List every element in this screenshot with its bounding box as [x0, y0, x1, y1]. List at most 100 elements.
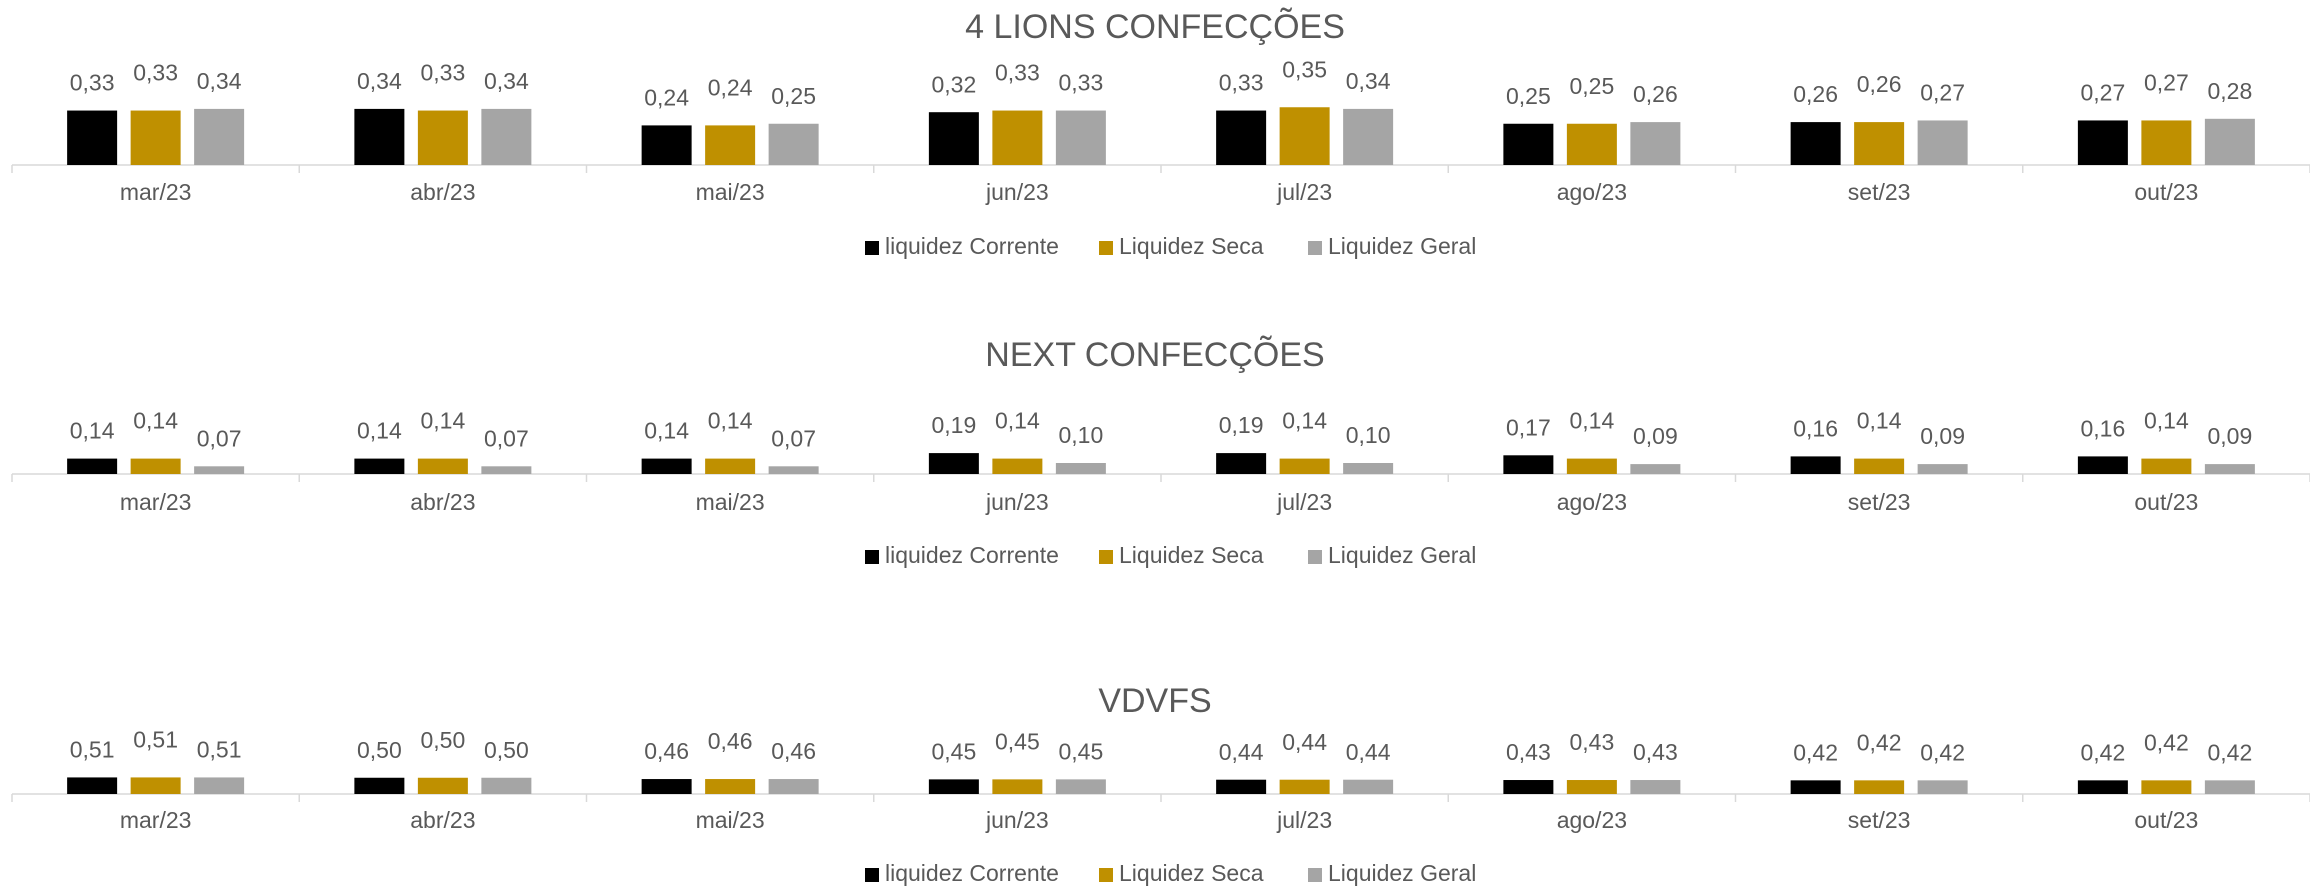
- data-label: 0,46: [771, 738, 816, 764]
- data-label: 0,24: [708, 74, 753, 100]
- data-label: 0,09: [2207, 423, 2252, 449]
- x-tick-label: ago/23: [1557, 179, 1627, 205]
- data-label: 0,14: [1569, 408, 1614, 434]
- legend-swatch: [865, 550, 879, 564]
- bar: [1630, 464, 1681, 474]
- x-tick-label: out/23: [2134, 489, 2198, 515]
- x-tick-label: jun/23: [985, 807, 1049, 833]
- x-tick-label: jun/23: [985, 179, 1049, 205]
- x-tick-label: ago/23: [1557, 807, 1627, 833]
- bar: [481, 466, 532, 474]
- data-label: 0,26: [1857, 71, 1902, 97]
- data-label: 0,33: [1058, 70, 1103, 96]
- bar: [928, 453, 979, 474]
- bar: [1216, 453, 1267, 474]
- data-label: 0,32: [931, 71, 976, 97]
- bar: [194, 777, 245, 794]
- legend-label: Liquidez Geral: [1328, 860, 1476, 886]
- bar: [67, 458, 118, 474]
- data-label: 0,33: [70, 70, 115, 96]
- x-tick-label: abr/23: [410, 807, 475, 833]
- data-label: 0,19: [1219, 412, 1264, 438]
- data-label: 0,27: [2144, 70, 2189, 96]
- data-label: 0,26: [1793, 81, 1838, 107]
- data-label: 0,42: [2207, 739, 2252, 765]
- data-label: 0,42: [2144, 729, 2189, 755]
- bar: [1917, 464, 1968, 474]
- legend-label: Liquidez Seca: [1119, 233, 1264, 259]
- legend-label: liquidez Corrente: [885, 542, 1059, 568]
- bar: [354, 458, 405, 474]
- data-label: 0,43: [1633, 739, 1678, 765]
- legend-label: liquidez Corrente: [885, 860, 1059, 886]
- data-label: 0,43: [1569, 729, 1614, 755]
- data-label: 0,07: [771, 425, 816, 451]
- data-label: 0,09: [1920, 423, 1965, 449]
- data-label: 0,19: [931, 412, 976, 438]
- legend-swatch: [1308, 241, 1322, 255]
- data-label: 0,45: [1058, 738, 1103, 764]
- bar: [354, 108, 405, 165]
- data-label: 0,34: [197, 68, 242, 94]
- x-tick-label: jun/23: [985, 489, 1049, 515]
- legend-swatch: [865, 241, 879, 255]
- bar: [1503, 123, 1554, 165]
- data-label: 0,45: [931, 738, 976, 764]
- bar: [2204, 118, 2255, 165]
- x-tick-label: abr/23: [410, 489, 475, 515]
- bar: [992, 458, 1043, 474]
- bar: [1790, 780, 1841, 794]
- x-tick-label: set/23: [1848, 179, 1911, 205]
- bar: [417, 458, 468, 474]
- bar: [1343, 779, 1394, 794]
- bar: [992, 110, 1043, 165]
- bar: [1279, 107, 1330, 165]
- legend-label: Liquidez Seca: [1119, 860, 1264, 886]
- data-label: 0,42: [1857, 729, 1902, 755]
- data-label: 0,42: [1920, 739, 1965, 765]
- data-label: 0,17: [1506, 414, 1551, 440]
- bar: [67, 110, 118, 165]
- bar: [1216, 110, 1267, 165]
- bar: [1503, 455, 1554, 474]
- legend-swatch: [1308, 868, 1322, 882]
- bar: [1854, 122, 1905, 165]
- data-label: 0,42: [1793, 739, 1838, 765]
- bar: [1790, 456, 1841, 474]
- bar: [2141, 458, 2192, 474]
- x-tick-label: set/23: [1848, 807, 1911, 833]
- x-tick-label: jul/23: [1276, 807, 1332, 833]
- data-label: 0,33: [995, 60, 1040, 86]
- bar: [2204, 780, 2255, 794]
- bar: [1790, 122, 1841, 165]
- data-label: 0,14: [420, 408, 465, 434]
- bar: [705, 458, 756, 474]
- bar: [641, 458, 692, 474]
- bar: [1917, 120, 1968, 165]
- bar: [130, 458, 181, 474]
- bar: [354, 777, 405, 794]
- data-label: 0,35: [1282, 56, 1327, 82]
- data-label: 0,44: [1219, 739, 1264, 765]
- bar: [1566, 458, 1617, 474]
- x-tick-label: mai/23: [696, 807, 765, 833]
- data-label: 0,44: [1346, 739, 1391, 765]
- data-label: 0,50: [357, 737, 402, 763]
- bar: [1503, 780, 1554, 794]
- data-label: 0,16: [1793, 415, 1838, 441]
- bar: [417, 777, 468, 794]
- chart-title: 4 LIONS CONFECÇÕES: [965, 8, 1345, 46]
- bar: [928, 779, 979, 794]
- data-label: 0,27: [1920, 80, 1965, 106]
- bar: [1279, 779, 1330, 794]
- data-label: 0,25: [1506, 83, 1551, 109]
- bar: [130, 777, 181, 794]
- data-label: 0,14: [133, 408, 178, 434]
- data-label: 0,33: [420, 60, 465, 86]
- data-label: 0,14: [995, 408, 1040, 434]
- bar: [705, 125, 756, 165]
- legend-swatch: [1308, 550, 1322, 564]
- bar: [1854, 780, 1905, 794]
- data-label: 0,07: [197, 425, 242, 451]
